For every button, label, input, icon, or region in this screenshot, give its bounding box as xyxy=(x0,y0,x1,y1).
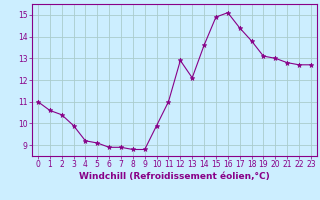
X-axis label: Windchill (Refroidissement éolien,°C): Windchill (Refroidissement éolien,°C) xyxy=(79,172,270,181)
